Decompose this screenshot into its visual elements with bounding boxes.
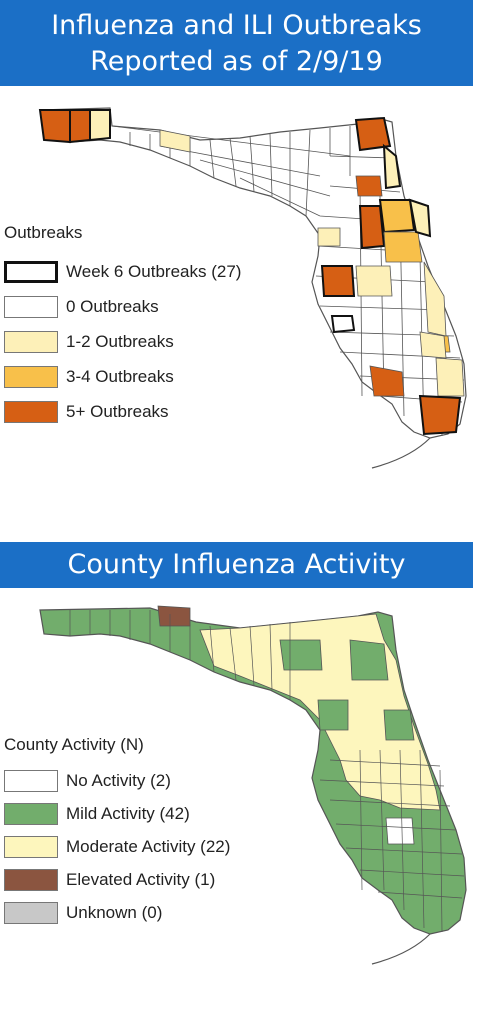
county-mild-central-north xyxy=(279,639,323,671)
activity-county-borders xyxy=(69,610,465,933)
county-5plus-pinellas-hillsborough xyxy=(320,265,356,297)
outbreaks-florida-map xyxy=(38,107,467,469)
county-5plus-miamidade xyxy=(418,394,462,436)
county-5plus-escambia xyxy=(38,109,71,144)
activity-legend-title: County Activity (N) xyxy=(4,735,144,754)
swatch-no-activity xyxy=(4,769,58,792)
florida-keys xyxy=(371,437,431,469)
swatch-5plus xyxy=(4,400,58,423)
activity-title-banner: County Influenza Activity xyxy=(0,542,473,588)
legend-item-3-4: 3-4 Outbreaks xyxy=(4,359,241,394)
outbreaks-title-line2: Reported as of 2/9/19 xyxy=(90,46,383,77)
legend-label-elevated: Elevated Activity (1) xyxy=(66,869,216,889)
county-12-polk xyxy=(355,265,393,297)
county-week6-manatee xyxy=(330,315,356,334)
county-12-central-panhandle xyxy=(159,129,191,153)
county-5plus-santarosa xyxy=(69,109,91,144)
legend-label-0: 0 Outbreaks xyxy=(66,296,159,316)
florida-keys-activity xyxy=(371,933,431,965)
swatch-unknown xyxy=(4,901,58,924)
county-34-volusia xyxy=(383,231,423,263)
county-mild-east xyxy=(383,709,415,741)
county-5plus-marion xyxy=(358,205,386,250)
county-12-duval xyxy=(382,143,402,190)
swatch-moderate xyxy=(4,835,58,858)
county-5plus-lee xyxy=(369,365,405,397)
county-12-citrus xyxy=(317,227,341,247)
county-12-okaloosa xyxy=(89,109,111,142)
activity-legend: No Activity (2) Mild Activity (42) Moder… xyxy=(4,764,230,929)
legend-label-5plus: 5+ Outbreaks xyxy=(66,401,169,421)
legend-label-3-4: 3-4 Outbreaks xyxy=(66,366,174,386)
county-5plus-nassau xyxy=(354,116,392,152)
county-34-putnam xyxy=(378,199,416,234)
county-elevated xyxy=(157,605,191,627)
legend-item-mild: Mild Activity (42) xyxy=(4,797,230,830)
county-mild-central xyxy=(317,699,349,731)
legend-label-unknown: Unknown (0) xyxy=(66,902,163,922)
county-12-brevard xyxy=(423,261,447,337)
swatch-3-4 xyxy=(4,365,58,388)
legend-item-1-2: 1-2 Outbreaks xyxy=(4,324,241,359)
legend-item-5plus: 5+ Outbreaks xyxy=(4,394,241,429)
legend-item-elevated: Elevated Activity (1) xyxy=(4,863,230,896)
swatch-0 xyxy=(4,295,58,318)
legend-item-unknown: Unknown (0) xyxy=(4,896,230,929)
legend-item-no-activity: No Activity (2) xyxy=(4,764,230,797)
county-no-activity xyxy=(385,817,415,845)
swatch-1-2 xyxy=(4,330,58,353)
legend-label-week6: Week 6 Outbreaks (27) xyxy=(66,261,242,281)
legend-label-1-2: 1-2 Outbreaks xyxy=(66,331,174,351)
county-12-palmbeach xyxy=(419,331,447,359)
outbreaks-title-banner: Influenza and ILI Outbreaks Reported as … xyxy=(0,0,473,86)
swatch-mild xyxy=(4,802,58,825)
swatch-elevated xyxy=(4,868,58,891)
county-5plus-clay xyxy=(355,175,383,197)
county-mild-ne xyxy=(349,639,389,681)
legend-item-moderate: Moderate Activity (22) xyxy=(4,830,230,863)
legend-item-week6: Week 6 Outbreaks (27) xyxy=(4,254,241,289)
legend-label-moderate: Moderate Activity (22) xyxy=(66,836,231,856)
legend-item-0: 0 Outbreaks xyxy=(4,289,241,324)
county-12-stlucie xyxy=(435,357,465,397)
outbreaks-legend-title: Outbreaks xyxy=(4,223,83,242)
outbreaks-title-line1: Influenza and ILI Outbreaks xyxy=(51,10,422,41)
swatch-week6 xyxy=(4,260,58,283)
legend-label-no-activity: No Activity (2) xyxy=(66,770,171,790)
outbreaks-legend: Week 6 Outbreaks (27) 0 Outbreaks 1-2 Ou… xyxy=(4,254,241,429)
county-12-flagler xyxy=(408,198,432,238)
legend-label-mild: Mild Activity (42) xyxy=(66,803,190,823)
activity-florida-map xyxy=(39,605,467,965)
